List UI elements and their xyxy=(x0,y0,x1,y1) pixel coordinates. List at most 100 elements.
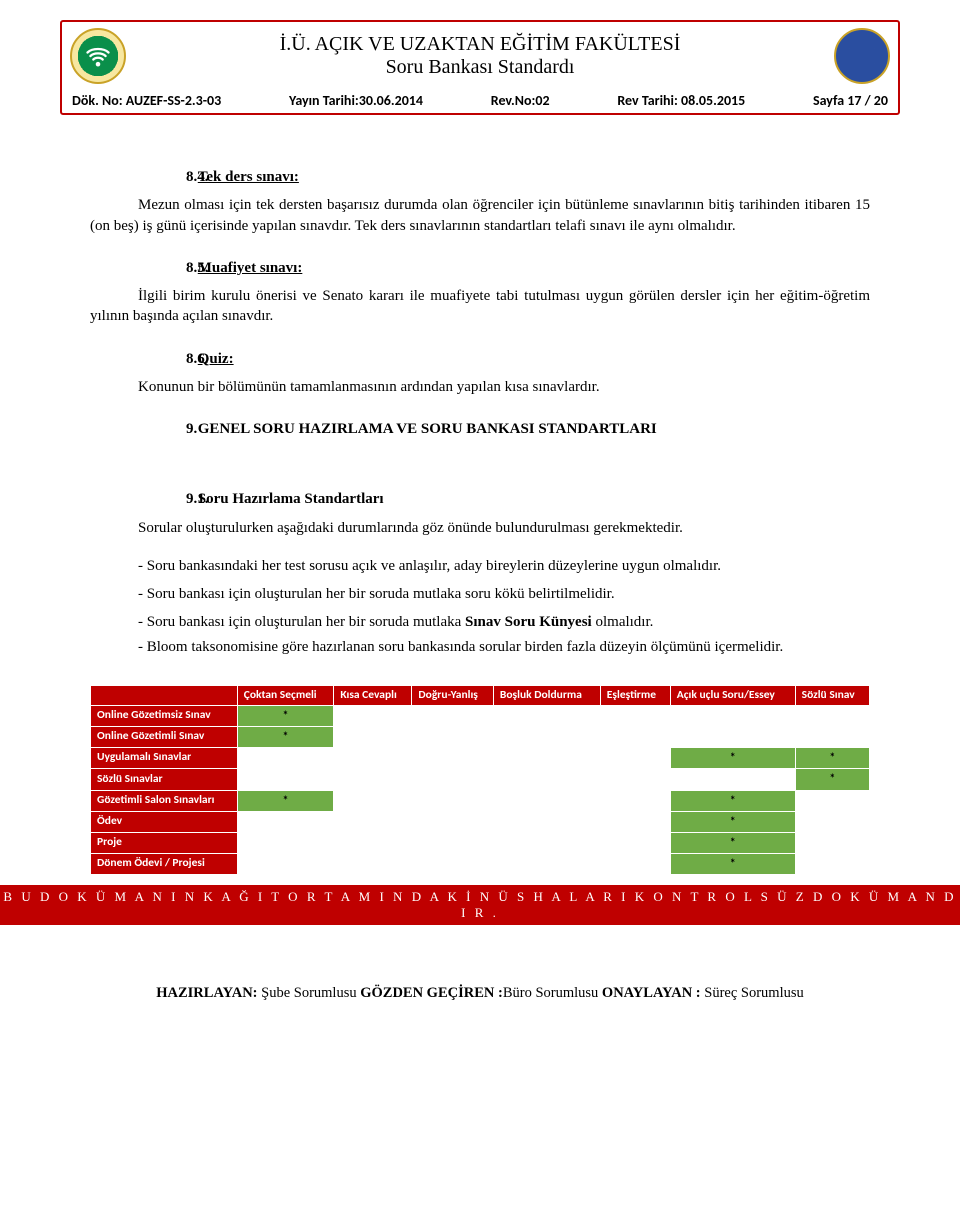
table-cell xyxy=(795,726,869,747)
table-cell xyxy=(600,790,670,811)
table-cell xyxy=(795,832,869,853)
table-row-header: Gözetimli Salon Sınavları xyxy=(91,790,238,811)
header-frame: İ.Ü. AÇIK VE UZAKTAN EĞİTİM FAKÜLTESİ So… xyxy=(60,20,900,115)
table-row-header: Ödev xyxy=(91,811,238,832)
pub-date: Yayın Tarihi:30.06.2014 xyxy=(289,92,423,109)
table-cell xyxy=(493,726,600,747)
table-cell: * xyxy=(670,854,795,875)
section-number: 8.4. xyxy=(138,167,194,187)
table-row: Gözetimli Salon Sınavları** xyxy=(91,790,870,811)
table-cell xyxy=(670,726,795,747)
table-row: Proje* xyxy=(91,832,870,853)
table-col-header: Doğru-Yanlış xyxy=(412,685,493,705)
section-number: 9. xyxy=(138,419,194,439)
table-col-header: Boşluk Doldurma xyxy=(493,685,600,705)
section-9-1: 9.1. Soru Hazırlama Standartları Sorular… xyxy=(90,489,870,657)
table-col-header: Açık uçlu Soru/Essey xyxy=(670,685,795,705)
table-col-header: Sözlü Sınav xyxy=(795,685,869,705)
section-title: Quiz: xyxy=(198,351,234,367)
table-cell xyxy=(600,705,670,726)
section-8-6-body: Konunun bir bölümünün tamamlanmasının ar… xyxy=(90,377,870,397)
header-titles: İ.Ü. AÇIK VE UZAKTAN EĞİTİM FAKÜLTESİ So… xyxy=(126,33,834,79)
reviewed-by-value: Büro Sorumlusu xyxy=(503,985,602,1001)
table-cell xyxy=(795,811,869,832)
table-cell xyxy=(795,854,869,875)
table-cell xyxy=(412,832,493,853)
section-8-4: 8.4. Tek ders sınavı: Mezun olması için … xyxy=(90,167,870,236)
table-header: Çoktan SeçmeliKısa CevaplıDoğru-YanlışBo… xyxy=(91,685,870,705)
section-title: Muafiyet sınavı: xyxy=(198,260,303,276)
table-cell xyxy=(493,705,600,726)
table-cell: * xyxy=(237,705,334,726)
section-8-5-body: İlgili birim kurulu önerisi ve Senato ka… xyxy=(90,286,870,327)
table-cell xyxy=(600,748,670,769)
table-cell xyxy=(237,854,334,875)
table-row: Dönem Ödevi / Projesi * xyxy=(91,854,870,875)
table-cell: * xyxy=(670,832,795,853)
table-cell xyxy=(493,854,600,875)
table-row: Uygulamalı Sınavlar** xyxy=(91,748,870,769)
header-top: İ.Ü. AÇIK VE UZAKTAN EĞİTİM FAKÜLTESİ So… xyxy=(70,28,890,84)
table-cell xyxy=(670,769,795,790)
table-cell xyxy=(795,705,869,726)
table-cell xyxy=(600,769,670,790)
section-title: GENEL SORU HAZIRLAMA VE SORU BANKASI STA… xyxy=(198,421,657,437)
table-row-header: Dönem Ödevi / Projesi xyxy=(91,854,238,875)
table-body: Online Gözetimsiz Sınav*Online Gözetimli… xyxy=(91,705,870,875)
reviewed-by-label: GÖZDEN GEÇİREN : xyxy=(360,985,503,1001)
table-cell xyxy=(334,748,412,769)
table-row-header: Sözlü Sınavlar xyxy=(91,769,238,790)
rev-no: Rev.No:02 xyxy=(491,92,550,109)
doc-no: Dök. No: AUZEF-SS-2.3-03 xyxy=(72,92,221,109)
table-cell xyxy=(237,769,334,790)
table-cell xyxy=(493,748,600,769)
table-cell xyxy=(493,790,600,811)
header-meta-row: Dök. No: AUZEF-SS-2.3-03 Yayın Tarihi:30… xyxy=(70,92,890,111)
table-col-header: Çoktan Seçmeli xyxy=(237,685,334,705)
section-8-5: 8.5. Muafiyet sınavı: İlgili birim kurul… xyxy=(90,258,870,327)
section-number: 8.5. xyxy=(138,258,194,278)
table-row: Sözlü Sınavlar * xyxy=(91,769,870,790)
bullet-3-pre: - Soru bankası için oluşturulan her bir … xyxy=(138,614,465,630)
table-cell: * xyxy=(237,726,334,747)
table-cell xyxy=(237,832,334,853)
table-cell xyxy=(412,811,493,832)
table-cell xyxy=(493,811,600,832)
section-8-6: 8.6. Quiz: Konunun bir bölümünün tamamla… xyxy=(90,349,870,398)
table-cell xyxy=(493,769,600,790)
table-cell xyxy=(237,811,334,832)
table-cell xyxy=(600,832,670,853)
section-8-4-body: Mezun olması için tek dersten başarısız … xyxy=(90,195,870,236)
page-number: Sayfa 17 / 20 xyxy=(813,92,888,109)
table-row-header: Online Gözetimli Sınav xyxy=(91,726,238,747)
table-row: Online Gözetimsiz Sınav* xyxy=(91,705,870,726)
section-title: Tek ders sınavı: xyxy=(198,169,299,185)
table-cell xyxy=(412,705,493,726)
table-cell: * xyxy=(795,769,869,790)
table-col-header: Eşleştirme xyxy=(600,685,670,705)
table-cell xyxy=(600,811,670,832)
table-row-header: Online Gözetimsiz Sınav xyxy=(91,705,238,726)
prepared-by-value: Şube Sorumlusu xyxy=(258,985,361,1001)
table-row: Online Gözetimli Sınav* xyxy=(91,726,870,747)
table-cell xyxy=(334,854,412,875)
section-8-4-heading: 8.4. Tek ders sınavı: xyxy=(90,167,870,187)
header-title-1: İ.Ü. AÇIK VE UZAKTAN EĞİTİM FAKÜLTESİ xyxy=(136,33,824,56)
wifi-icon xyxy=(84,42,112,70)
table-cell xyxy=(412,769,493,790)
uncontrolled-doc-banner: B U D O K Ü M A N I N K A Ğ I T O R T A … xyxy=(0,885,960,925)
table-row: Ödev* xyxy=(91,811,870,832)
right-university-logo xyxy=(834,28,890,84)
table-cell xyxy=(600,726,670,747)
table-cell xyxy=(412,790,493,811)
table-cell xyxy=(334,832,412,853)
section-9-1-intro: Sorular oluşturulurken aşağıdaki durumla… xyxy=(90,518,870,538)
table-cell: * xyxy=(237,790,334,811)
section-title: Soru Hazırlama Standartları xyxy=(198,491,384,507)
section-number: 8.6. xyxy=(138,349,194,369)
approval-footer: HAZIRLAYAN: Şube Sorumlusu GÖZDEN GEÇİRE… xyxy=(60,985,900,1002)
bullet-4: - Bloom taksonomisine göre hazırlanan so… xyxy=(90,637,870,657)
approved-by-label: ONAYLAYAN : xyxy=(602,985,701,1001)
exam-type-matrix-table: Çoktan SeçmeliKısa CevaplıDoğru-YanlışBo… xyxy=(90,685,870,876)
table-cell: * xyxy=(670,790,795,811)
